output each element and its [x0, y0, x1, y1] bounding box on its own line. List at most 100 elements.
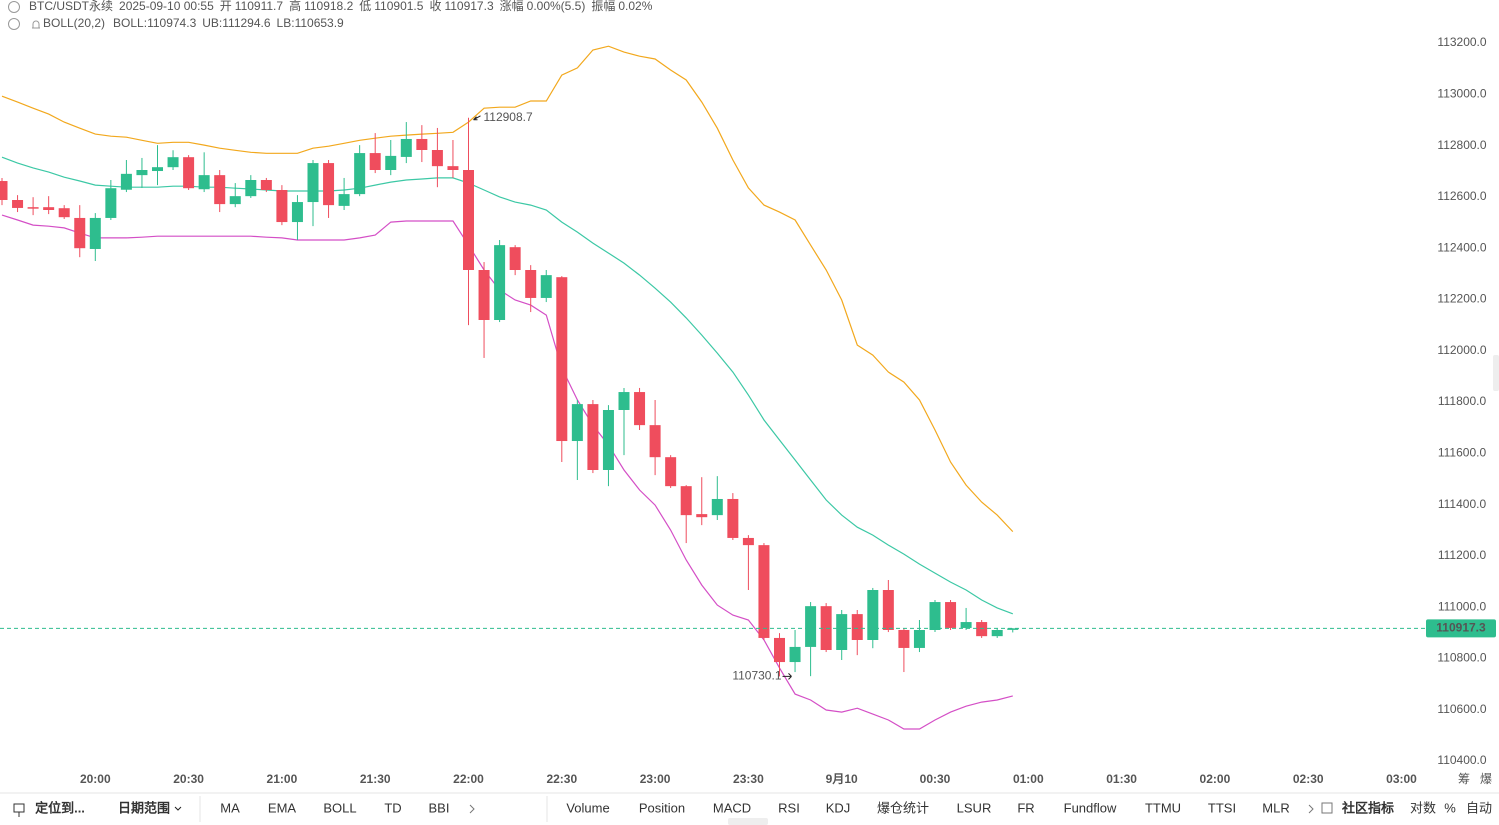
toolbar-item[interactable]: FR	[1017, 800, 1034, 815]
toolbar-item[interactable]: TTSI	[1208, 800, 1236, 815]
collapse-icon[interactable]	[8, 1, 20, 13]
candle-body	[245, 180, 257, 197]
candle-body	[416, 138, 428, 150]
candle-body	[1007, 628, 1019, 630]
toolbar-item[interactable]: Fundflow	[1064, 800, 1117, 815]
candle-body	[307, 163, 319, 203]
candle-body	[851, 614, 863, 640]
toolbar-item[interactable]: KDJ	[826, 800, 851, 815]
candle-body	[836, 614, 848, 650]
candle-body	[991, 630, 1003, 637]
header-text: 110918.2	[304, 0, 353, 13]
candle-body	[711, 498, 723, 516]
toolbar-item[interactable]: LSUR	[957, 800, 992, 815]
candle-body	[136, 170, 148, 176]
candle-body	[898, 630, 910, 648]
toolbar-item[interactable]: TTMU	[1145, 800, 1181, 815]
candle-body	[634, 392, 646, 426]
toolbar-item[interactable]: BBI	[429, 800, 450, 815]
side-handle[interactable]	[1493, 355, 1499, 391]
x-tick-label: 01:30	[1106, 772, 1137, 786]
y-tick-label: 111600.0	[1438, 446, 1487, 460]
candle-body	[867, 590, 879, 640]
y-tick-label: 110800.0	[1437, 651, 1486, 665]
candle-body	[478, 270, 490, 320]
collapse-icon[interactable]	[8, 18, 20, 30]
toolbar-item[interactable]: Position	[639, 800, 685, 815]
max-arrow	[473, 115, 481, 121]
candle-body	[742, 537, 754, 546]
candle-body	[805, 606, 817, 647]
candle-body	[929, 602, 941, 630]
candle-body	[183, 157, 195, 189]
y-tick-label: 110400.0	[1437, 753, 1486, 767]
x-tick-label: 01:00	[1013, 772, 1044, 786]
y-tick-label: 111800.0	[1438, 394, 1487, 408]
y-tick-label: 112200.0	[1437, 292, 1486, 306]
header-text: 收	[429, 0, 441, 13]
candle-body	[463, 170, 474, 270]
side-label[interactable]: 筹	[1458, 772, 1470, 786]
candle-body	[540, 275, 552, 298]
toolbar-item[interactable]: MACD	[713, 800, 751, 815]
toolbar-item[interactable]: 社区指标	[1341, 800, 1394, 815]
band-line	[1, 214, 1013, 730]
header-text: 开	[220, 0, 232, 13]
header-text: 110911.7	[235, 0, 284, 13]
candle-body	[696, 514, 708, 518]
candle-body	[105, 188, 117, 218]
header-text: 振幅	[591, 0, 615, 13]
x-tick-label: 03:00	[1386, 772, 1417, 786]
alert-icon[interactable]	[32, 20, 40, 29]
toolbar-item[interactable]: MLR	[1262, 800, 1289, 815]
bottom-handle[interactable]	[728, 818, 768, 825]
x-tick-label: 23:30	[733, 772, 764, 786]
edit-icon	[1321, 802, 1333, 814]
candle-body	[120, 173, 132, 190]
candle-body	[400, 138, 412, 157]
toolbar-item[interactable]: EMA	[268, 800, 297, 815]
y-tick-label: 113200.0	[1437, 35, 1486, 49]
candle-body	[58, 208, 70, 218]
header-text: 2025-09-10 00:55	[119, 0, 214, 13]
header-text: BOLL(20,2)	[43, 16, 105, 30]
toolbar-item[interactable]: 自动	[1466, 800, 1492, 815]
y-tick-label: 111200.0	[1438, 548, 1487, 562]
toolbar-item[interactable]: 爆仓统计	[877, 800, 929, 815]
toolbar-item[interactable]: RSI	[778, 800, 800, 815]
header-text: 0.00%(5.5)	[527, 0, 586, 13]
y-tick-label: 112400.0	[1437, 240, 1486, 254]
candle-body	[152, 167, 163, 172]
header-text: BOLL:	[113, 16, 147, 30]
locate-icon	[13, 803, 25, 817]
toolbar-item[interactable]: 定位到...	[34, 800, 85, 815]
candle-body	[338, 194, 350, 206]
toolbar-item[interactable]: 对数	[1410, 800, 1436, 815]
header-text: 110974.3	[147, 16, 196, 30]
candle-body	[571, 404, 583, 442]
y-tick-label: 112000.0	[1437, 343, 1486, 357]
candle-body	[945, 602, 957, 628]
candle-body	[727, 498, 739, 538]
candle-body	[913, 630, 925, 648]
toolbar-item[interactable]: 日期范围	[118, 800, 170, 815]
header-text: 110901.5	[374, 0, 423, 13]
candle-body	[89, 217, 101, 249]
x-tick-label: 02:00	[1200, 772, 1231, 786]
side-label[interactable]: 爆	[1480, 772, 1492, 786]
x-tick-label: 21:00	[267, 772, 298, 786]
toolbar-item[interactable]: TD	[384, 800, 401, 815]
y-tick-label: 113000.0	[1437, 87, 1486, 101]
y-tick-label: 110600.0	[1437, 702, 1486, 716]
toolbar-item[interactable]: BOLL	[323, 800, 356, 815]
candle-body	[354, 153, 366, 195]
x-tick-label: 22:30	[546, 772, 577, 786]
toolbar-item[interactable]: Volume	[566, 800, 609, 815]
toolbar-item[interactable]: %	[1444, 800, 1456, 815]
candle-body	[976, 622, 988, 637]
y-tick-label: 111000.0	[1438, 599, 1487, 613]
header-text: 111294.6	[222, 16, 271, 30]
candle-body	[323, 163, 335, 206]
toolbar-item[interactable]: MA	[220, 800, 240, 815]
header-text: 110653.9	[295, 16, 344, 30]
